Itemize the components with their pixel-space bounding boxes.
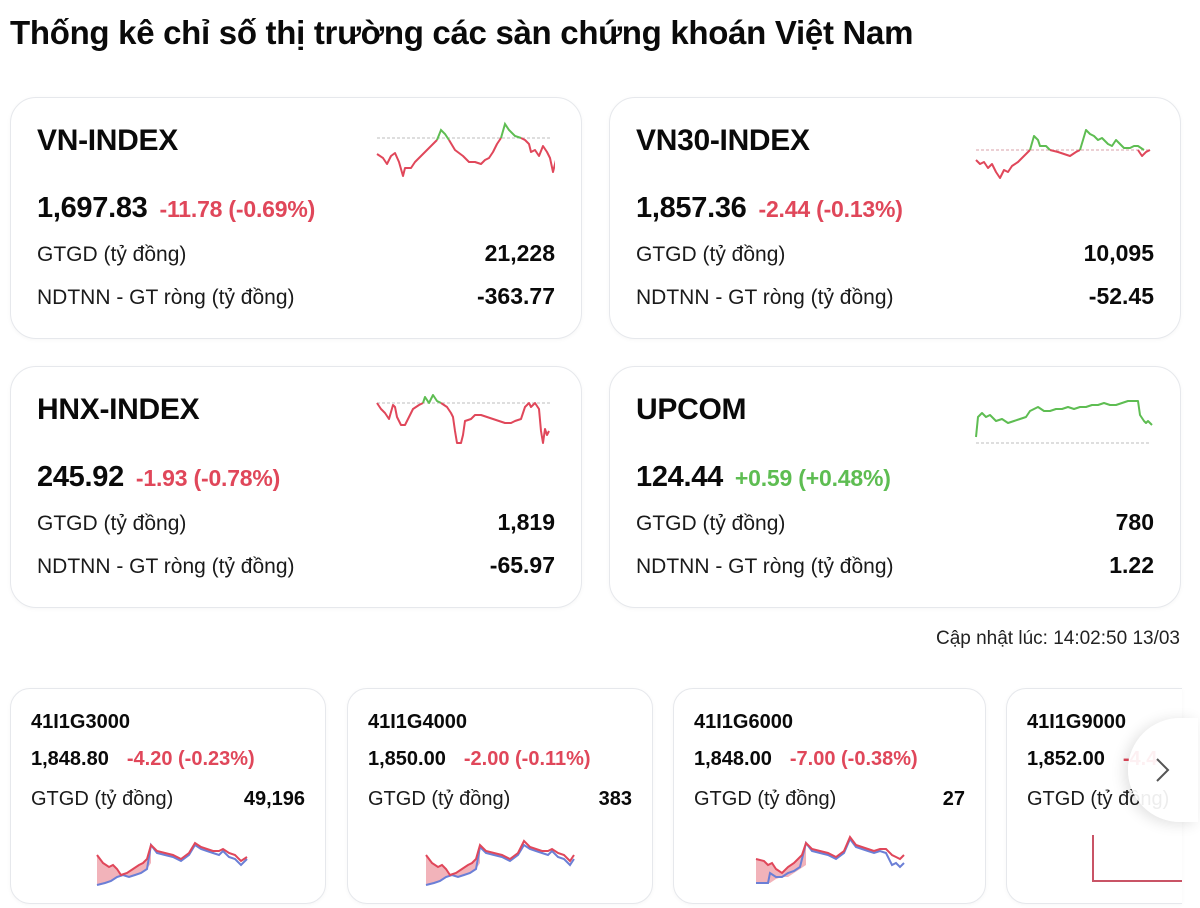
index-card-hnx[interactable]: HNX-INDEX 245.92 -1.93 (-0.78%) GTGD (tỷ…	[10, 366, 582, 608]
gtgd-value: 27	[942, 788, 965, 810]
ndtnn-label: NDTNN - GT ròng (tỷ đồng)	[37, 555, 295, 578]
futures-price: 1,850.00	[368, 748, 446, 770]
futures-card-41I1G6000[interactable]: 41I1G6000 1,848.00 -7.00 (-0.38%) GTGD (…	[673, 688, 986, 904]
gtgd-label: GTGD (tỷ đồng)	[694, 788, 837, 810]
vnindex-sparkline	[376, 121, 555, 177]
ndtnn-label: NDTNN - GT ròng (tỷ đồng)	[636, 286, 894, 309]
gtgd-value: 21,228	[484, 240, 555, 266]
gtgd-label: GTGD (tỷ đồng)	[636, 512, 786, 535]
gtgd-value: 1,819	[497, 509, 555, 535]
upcom-sparkline	[975, 400, 1153, 444]
futures-card-41I1G4000[interactable]: 41I1G4000 1,850.00 -2.00 (-0.11%) GTGD (…	[347, 688, 653, 904]
hnx-sparkline	[376, 394, 550, 444]
futures-sparkline	[1092, 835, 1182, 882]
ndtnn-value: -363.77	[476, 283, 555, 309]
index-card-upcom[interactable]: UPCOM 124.44 +0.59 (+0.48%) GTGD (tỷ đồn…	[609, 366, 1181, 608]
index-card-vn30[interactable]: VN30-INDEX 1,857.36 -2.44 (-0.13%) GTGD …	[609, 97, 1181, 339]
index-change: -2.44 (-0.13%)	[758, 196, 903, 222]
futures-change: -2.00 (-0.11%)	[463, 748, 591, 770]
index-name: VN30-INDEX	[636, 124, 810, 157]
futures-price: 1,852.00	[1027, 748, 1105, 770]
gtgd-label: GTGD (tỷ đồng)	[636, 243, 786, 266]
index-change: -11.78 (-0.69%)	[159, 196, 316, 222]
gtgd-value: 780	[1115, 509, 1154, 535]
ndtnn-label: NDTNN - GT ròng (tỷ đồng)	[636, 555, 894, 578]
futures-symbol: 41I1G6000	[694, 711, 793, 733]
futures-card-41I1G3000[interactable]: 41I1G3000 1,848.80 -4.20 (-0.23%) GTGD (…	[10, 688, 326, 904]
ndtnn-label: NDTNN - GT ròng (tỷ đồng)	[37, 286, 295, 309]
index-price: 1,857.36	[636, 192, 747, 224]
ndtnn-value: -65.97	[489, 552, 555, 578]
futures-symbol: 41I1G4000	[368, 711, 467, 733]
gtgd-value: 383	[598, 788, 632, 810]
index-price: 124.44	[636, 461, 723, 493]
index-price: 245.92	[37, 461, 124, 493]
gtgd-value: 49,196	[243, 788, 305, 810]
vn30-sparkline	[975, 129, 1151, 179]
page-title: Thống kê chỉ số thị trường các sàn chứng…	[10, 14, 914, 51]
gtgd-value: 10,095	[1083, 240, 1154, 266]
chevron-right-icon	[1156, 758, 1170, 782]
last-updated-timestamp: Cập nhật lúc: 14:02:50 13/03	[935, 628, 1180, 649]
futures-change: -7.00 (-0.38%)	[789, 748, 918, 770]
futures-sparkline	[755, 835, 905, 884]
futures-price: 1,848.00	[694, 748, 772, 770]
gtgd-label: GTGD (tỷ đồng)	[31, 788, 174, 810]
index-card-vnindex[interactable]: VN-INDEX 1,697.83 -11.78 (-0.69%) GTGD (…	[10, 97, 582, 339]
index-change: +0.59 (+0.48%)	[734, 465, 891, 491]
futures-price: 1,848.80	[31, 748, 109, 770]
index-change: -1.93 (-0.78%)	[135, 465, 281, 491]
gtgd-label: GTGD (tỷ đồng)	[37, 512, 187, 535]
ndtnn-value: 1.22	[1109, 552, 1154, 578]
futures-sparkline	[425, 839, 575, 886]
ndtnn-value: -52.45	[1088, 283, 1154, 309]
index-name: UPCOM	[636, 393, 747, 426]
gtgd-label: GTGD (tỷ đồng)	[37, 243, 187, 266]
futures-change: -4.20 (-0.23%)	[126, 748, 255, 770]
index-name: VN-INDEX	[37, 124, 178, 157]
gtgd-label: GTGD (tỷ đồng)	[368, 788, 511, 810]
index-price: 1,697.83	[37, 192, 148, 224]
futures-symbol: 41I1G9000	[1027, 711, 1126, 733]
futures-sparkline	[96, 841, 248, 886]
index-name: HNX-INDEX	[37, 393, 200, 426]
futures-symbol: 41I1G3000	[31, 711, 130, 733]
